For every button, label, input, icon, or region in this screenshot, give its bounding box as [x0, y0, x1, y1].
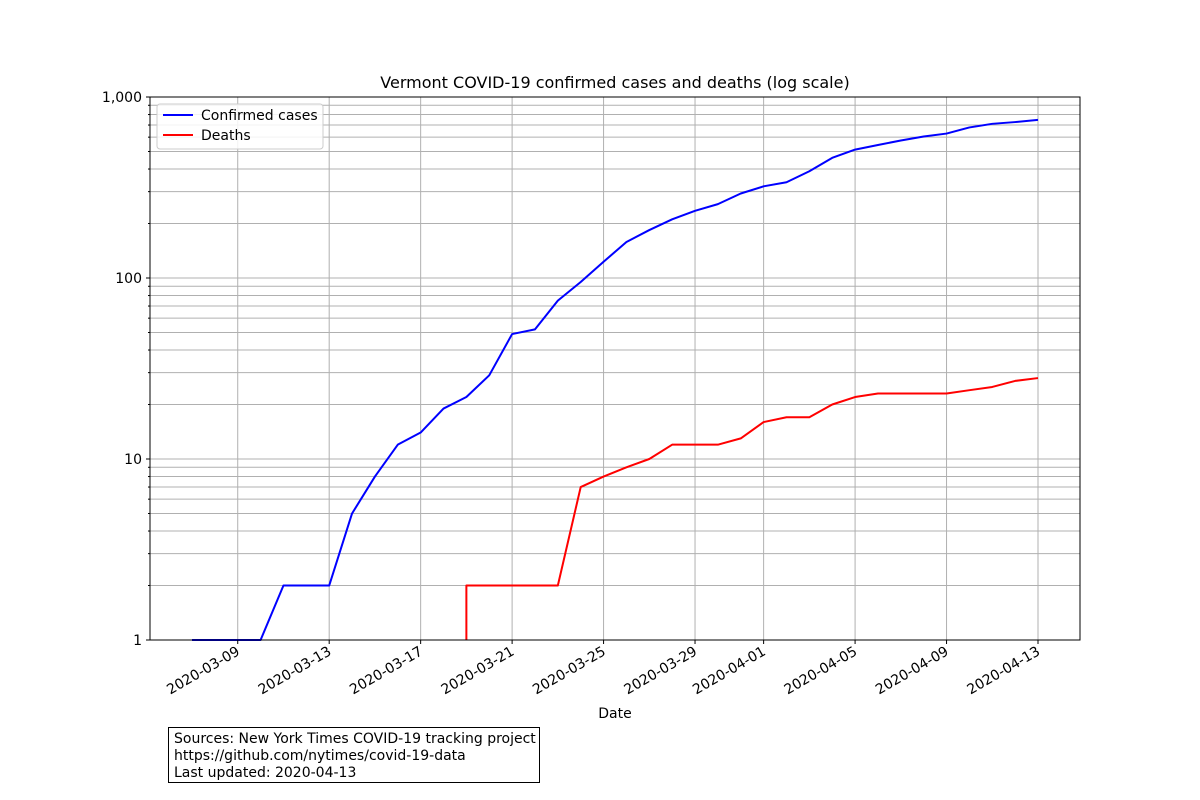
plot-frame [149, 96, 1081, 641]
chart-title: Vermont COVID-19 confirmed cases and dea… [380, 73, 849, 92]
y-tick-label: 1,000 [102, 90, 142, 106]
legend-label-cases: Confirmed cases [201, 108, 318, 124]
series-line-deaths [465, 377, 1039, 640]
legend: Confirmed cases Deaths [156, 103, 324, 150]
legend-label-deaths: Deaths [201, 128, 251, 144]
series-lines [192, 118, 1039, 641]
sources-line-2: https://github.com/nytimes/covid-19-data [174, 748, 466, 764]
sources-line-1: Sources: New York Times COVID-19 trackin… [174, 731, 536, 747]
legend-frame [156, 103, 324, 150]
x-axis-label: Date [598, 706, 631, 722]
sources-box: Sources: New York Times COVID-19 trackin… [168, 727, 540, 783]
sources-line-3: Last updated: 2020-04-13 [174, 765, 357, 781]
y-tick-label: 10 [124, 452, 142, 468]
grid [150, 96, 1080, 640]
y-tick-label: 1 [133, 633, 142, 649]
y-tick-label: 100 [115, 271, 142, 287]
series-line-confirmed-cases [192, 118, 1039, 641]
